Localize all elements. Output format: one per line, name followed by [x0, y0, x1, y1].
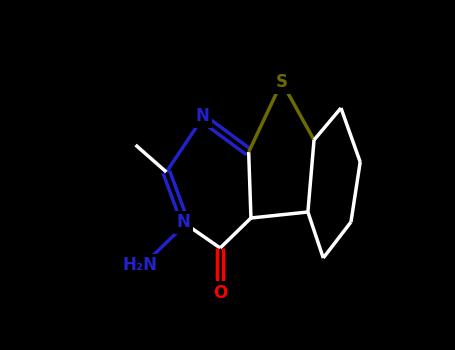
Text: N: N: [177, 213, 191, 231]
Text: O: O: [213, 284, 228, 302]
Text: H₂N: H₂N: [122, 256, 157, 274]
Text: S: S: [276, 73, 288, 91]
Text: N: N: [196, 107, 209, 125]
